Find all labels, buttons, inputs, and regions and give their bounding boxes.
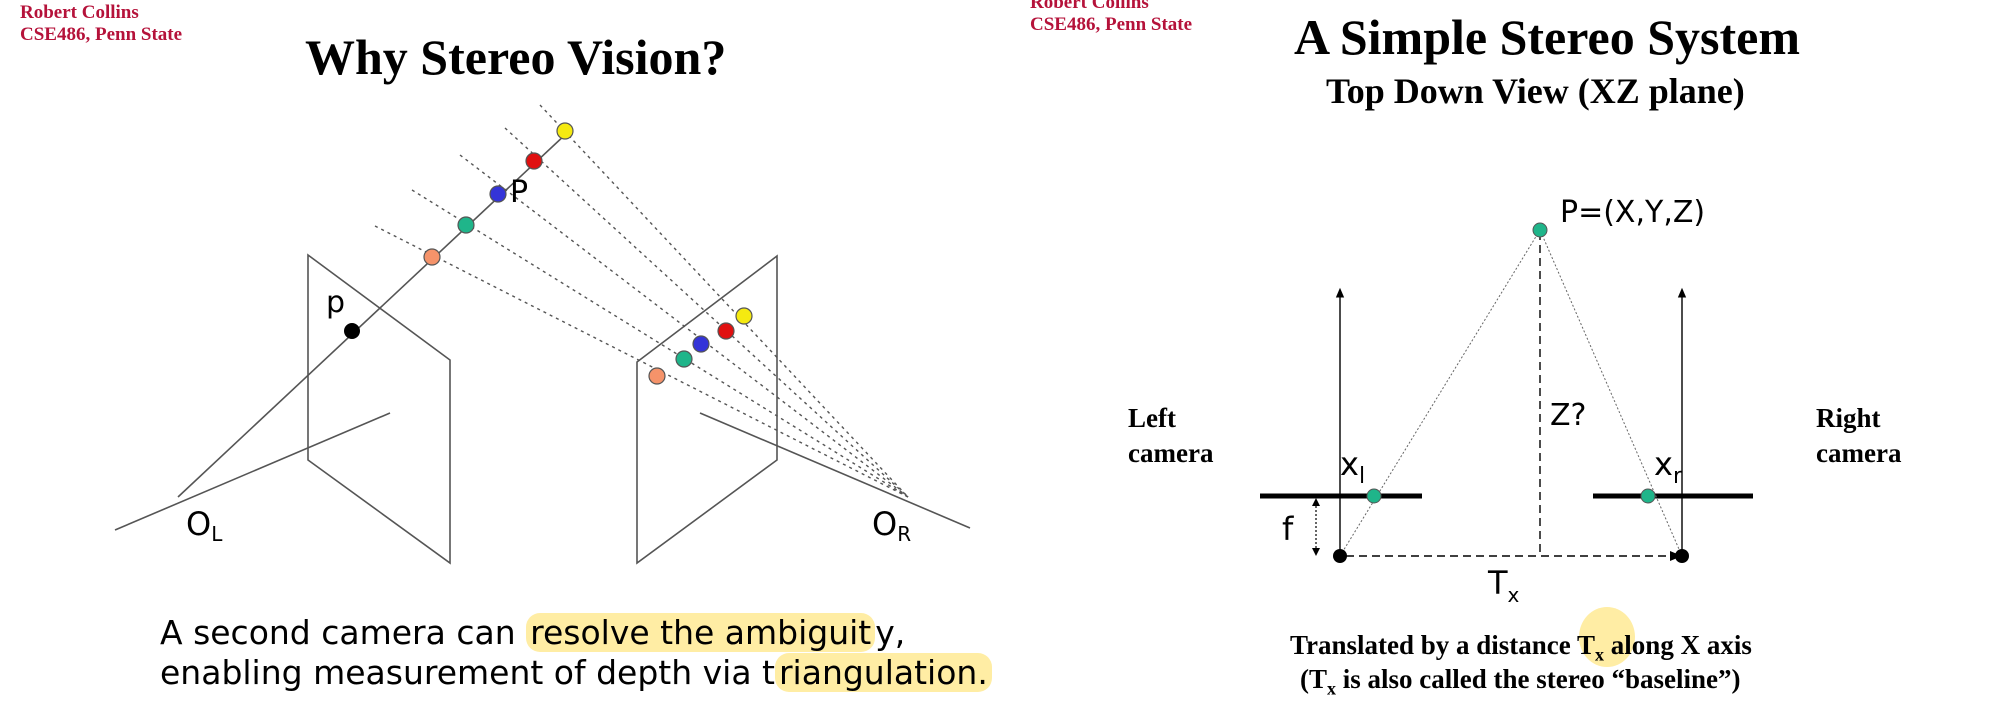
label-right-camera-2: camera — [1816, 438, 1902, 468]
right-ground-line — [699, 412, 971, 529]
author-affiliation: CSE486, Penn State — [1030, 14, 1193, 35]
right-image-point — [1640, 488, 1656, 504]
label-xr: xr — [1654, 445, 1683, 489]
candidate-point-yellow — [556, 122, 574, 140]
author-affiliation: CSE486, Penn State — [20, 24, 183, 45]
label-P: P — [510, 175, 528, 210]
candidate-point-red — [525, 152, 543, 170]
right-proj-blue — [692, 335, 710, 353]
caption-line-2: (Tx is also called the stereo “baseline”… — [1300, 664, 1741, 699]
right-proj-orange — [648, 367, 666, 385]
right-proj-teal — [675, 350, 693, 368]
label-p: p — [326, 285, 345, 320]
caption-line-1: Translated by a distance Tx along X axis — [1290, 630, 1752, 665]
candidate-point-teal — [457, 216, 475, 234]
right-ray-to-P — [1539, 229, 1683, 557]
author-block: Robert Collins CSE486, Penn State — [1030, 0, 1192, 36]
stereo-topdown-diagram: P=(X,Y,Z) Z? xl xr f Tx Left camera Righ… — [1128, 195, 1902, 607]
author-name: Robert Collins — [20, 2, 139, 23]
right-proj-yellow — [735, 307, 753, 325]
candidate-point-orange — [423, 248, 441, 266]
projection-rays — [374, 104, 909, 498]
label-xl: xl — [1340, 445, 1365, 489]
label-left-camera-2: camera — [1128, 438, 1214, 468]
slide-title: Why Stereo Vision? — [305, 29, 727, 85]
slide-simple-stereo: Robert Collins CSE486, Penn State A Simp… — [1010, 0, 1998, 702]
label-Tx: Tx — [1487, 564, 1520, 607]
highlight-triangulation: riangulation. — [774, 653, 992, 692]
left-image-point — [1366, 488, 1382, 504]
world-point-P — [1532, 222, 1548, 238]
caption-line-1: A second camera can resolve the ambiguit… — [160, 613, 906, 652]
label-left-camera-1: Left — [1128, 403, 1176, 433]
author-name: Robert Collins — [1030, 0, 1149, 13]
slide-why-stereo: Robert Collins CSE486, Penn State Why St… — [20, 2, 992, 694]
label-depth-Z: Z? — [1550, 398, 1586, 433]
right-camera-center — [1675, 549, 1689, 563]
highlight-resolve: resolve the ambiguit — [526, 613, 876, 652]
label-point-P: P=(X,Y,Z) — [1560, 195, 1705, 230]
left-ray-to-P — [1339, 229, 1541, 557]
label-right-camera-1: Right — [1816, 403, 1881, 433]
left-camera-ray — [177, 132, 568, 498]
left-camera-center — [1333, 549, 1347, 563]
left-ground-line — [114, 412, 391, 531]
slide-subtitle: Top Down View (XZ plane) — [1326, 71, 1745, 111]
image-point-p — [344, 323, 360, 339]
author-block: Robert Collins CSE486, Penn State — [20, 2, 182, 46]
cursor-highlight — [1579, 607, 1635, 667]
label-f: f — [1282, 510, 1294, 548]
right-image-plane — [636, 254, 778, 565]
right-proj-red — [717, 322, 735, 340]
left-image-plane — [307, 253, 451, 565]
label-OL: OL — [186, 505, 223, 546]
stereo-triangulation-diagram: P p OL OR — [114, 104, 971, 565]
label-OR: OR — [872, 505, 911, 546]
caption-line-2: enabling measurement of depth via t riang… — [160, 652, 992, 694]
slide-title: A Simple Stereo System — [1294, 9, 1800, 65]
candidate-point-blue — [489, 185, 507, 203]
